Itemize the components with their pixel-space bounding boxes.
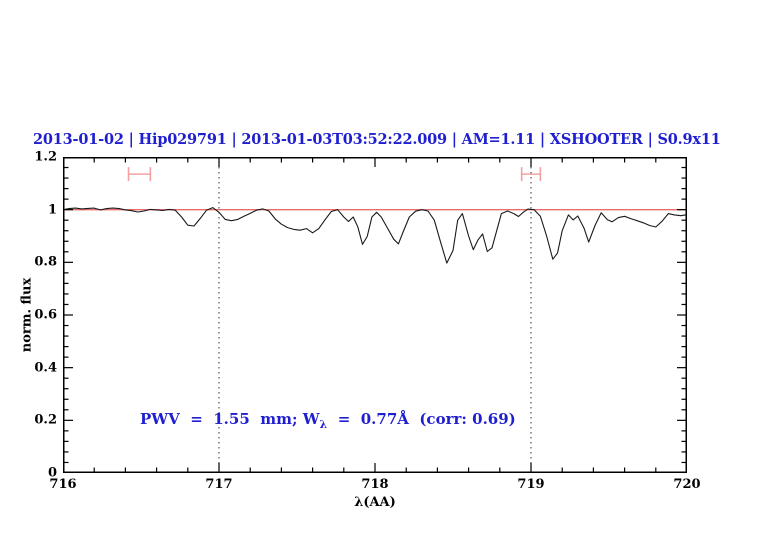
x-tick-label: 718 (361, 477, 389, 492)
y-tick-label: 0.2 (34, 412, 57, 428)
y-tick-label: 0.6 (34, 307, 57, 323)
pwv-annotation: PWV = 1.55 mm; Wλ = 0.77Å (corr: 0.69) (140, 410, 516, 431)
y-tick-label: 1.2 (34, 149, 57, 165)
y-tick-label: 0.4 (34, 360, 57, 376)
annotation-lambda-subscript: λ (319, 418, 328, 431)
annotation-text-pre: PWV = 1.55 mm; W (140, 410, 320, 428)
x-tick-label: 720 (673, 477, 701, 492)
y-tick-label: 0.8 (34, 254, 57, 270)
x-tick-labels: 716 717 718 719 720 (0, 477, 782, 493)
annotation-text-post: = 0.77Å (corr: 0.69) (327, 410, 516, 428)
x-tick-label: 717 (205, 477, 233, 492)
x-axis-label: λ(AA) (354, 495, 396, 510)
y-tick-label: 0 (47, 465, 57, 481)
plot-svg (63, 157, 687, 473)
y-tick-labels: 0 0.2 0.4 0.6 0.8 1 1.2 (0, 0, 57, 542)
y-tick-label: 1 (47, 202, 57, 218)
spectrum-line (63, 207, 687, 264)
x-tick-label: 719 (517, 477, 545, 492)
plot-title: 2013-01-02 | Hip029791 | 2013-01-03T03:5… (33, 131, 721, 148)
x-tick-label: 716 (49, 477, 77, 492)
